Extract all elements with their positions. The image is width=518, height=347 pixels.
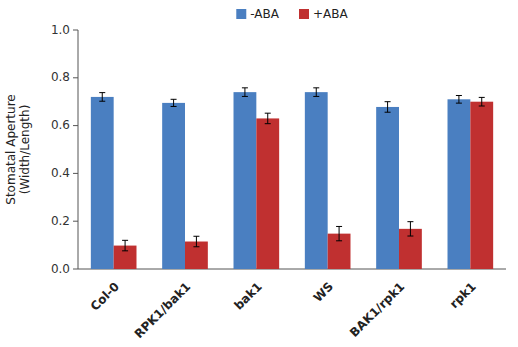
chart-container: 0.0 0.2 0.4 0.6 0.8 1.0 Stomatal Aperture(Widt…	[0, 0, 518, 347]
bar	[256, 118, 279, 269]
y-tick-label: 0.2	[51, 214, 70, 228]
bar	[91, 97, 114, 269]
y-axis: 0.0 0.2 0.4 0.6 0.8 1.0	[51, 23, 506, 276]
bar	[470, 102, 493, 269]
x-tick-label: rpk1	[447, 279, 479, 311]
bar	[162, 103, 185, 269]
y-tick-label: 0.8	[51, 70, 70, 84]
error-bar	[242, 88, 248, 97]
x-tick-label: WS	[311, 279, 336, 304]
chart: 0.0 0.2 0.4 0.6 0.8 1.0 Stomatal Aperture(Widt…	[0, 0, 518, 347]
error-bar	[122, 240, 128, 251]
error-bar	[385, 102, 391, 113]
x-tick-label: bak1	[231, 279, 264, 312]
y-tick	[73, 173, 78, 174]
legend-swatch	[236, 9, 246, 19]
bars	[91, 88, 493, 269]
x-axis-line	[78, 269, 506, 270]
x-tick-label: RPK1/bak1	[132, 279, 194, 341]
y-tick	[73, 77, 78, 78]
error-bar	[336, 226, 342, 240]
error-bar	[193, 236, 199, 247]
y-tick	[73, 125, 78, 126]
y-axis-line	[78, 30, 79, 269]
x-tick-label: BAK1/rpk1	[347, 279, 407, 339]
legend-label: -ABA	[250, 7, 280, 21]
bar	[234, 92, 257, 269]
error-bar	[479, 97, 485, 106]
legend: -ABA +ABA	[236, 7, 348, 21]
y-tick-label: 0.6	[51, 118, 70, 132]
error-bar	[407, 222, 413, 236]
x-tick-label: Col-0	[88, 279, 122, 313]
legend-label: +ABA	[313, 7, 348, 21]
error-bar	[265, 113, 271, 124]
bar	[448, 99, 471, 269]
legend-item: +ABA	[299, 7, 348, 21]
y-tick-label: 1.0	[51, 23, 70, 37]
y-tick-label: 0.0	[51, 262, 70, 276]
error-bar	[99, 93, 105, 102]
y-tick	[73, 221, 78, 222]
y-tick	[73, 30, 78, 31]
legend-swatch	[299, 9, 309, 19]
bar	[305, 92, 328, 269]
bar	[376, 107, 399, 269]
error-bar	[456, 95, 462, 103]
y-axis-label: Stomatal Aperture(Width/Length)	[4, 94, 32, 204]
y-tick	[73, 269, 78, 270]
error-bar	[171, 99, 177, 106]
error-bar	[313, 88, 319, 97]
y-tick-label: 0.4	[51, 166, 70, 180]
legend-item: -ABA	[236, 7, 280, 21]
